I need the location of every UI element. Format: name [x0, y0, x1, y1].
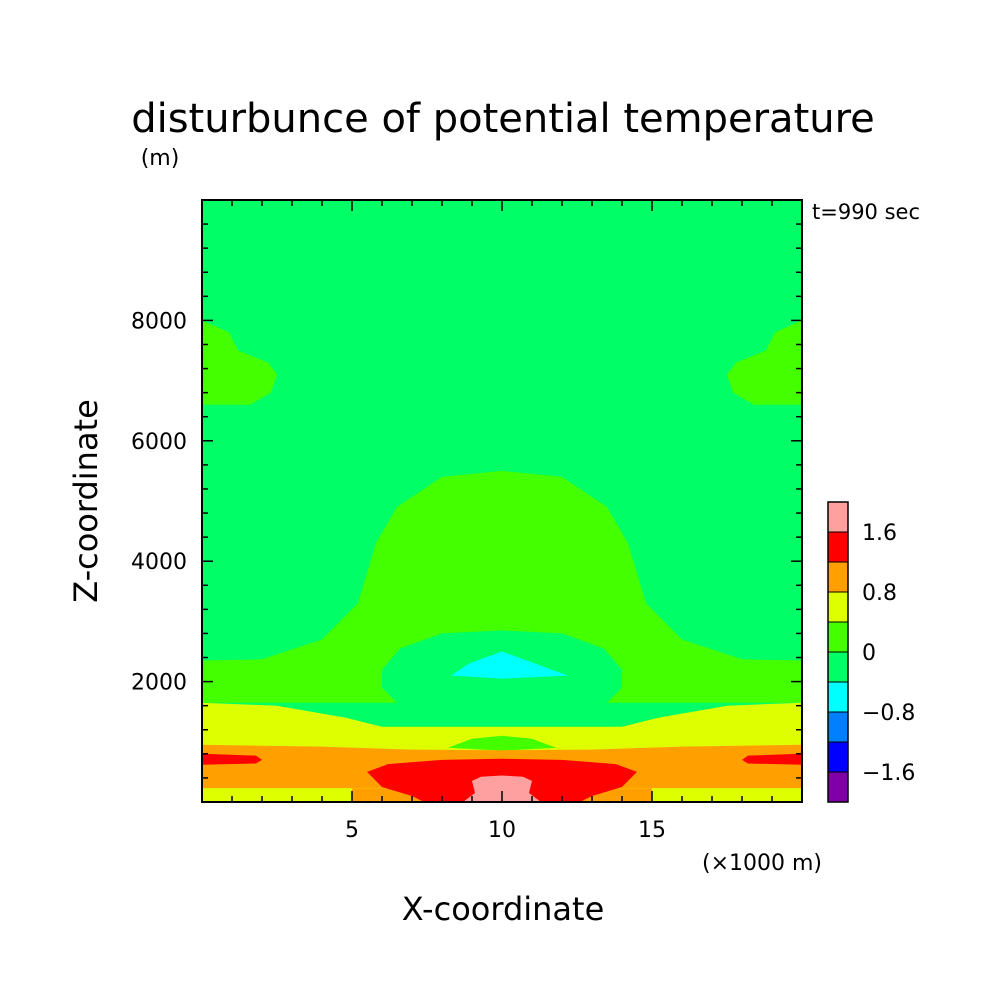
contour-region-level-8: [742, 753, 802, 765]
colorbar-box-2: [827, 711, 849, 743]
colorbar-label: 0: [862, 641, 876, 666]
axis-ticks: [202, 200, 802, 802]
x-tick-label: 10: [488, 818, 516, 843]
colorbar-label: 0.8: [862, 581, 897, 606]
contour-region-level-9: [463, 775, 541, 802]
colorbar-label: −1.6: [862, 761, 915, 786]
x-unit-label: (×1000 m): [702, 851, 822, 876]
colorbar-boxes: [827, 501, 849, 803]
colorbar-box-9: [827, 501, 849, 533]
y-tick-label: 4000: [131, 550, 187, 575]
colorbar-label: −0.8: [862, 701, 915, 726]
colorbar: 1.6 0.8 0 −0.8 −1.6: [827, 501, 915, 803]
y-tick-label: 8000: [131, 309, 187, 334]
x-axis-label: X-coordinate: [402, 890, 605, 928]
colorbar-label: 1.6: [862, 521, 897, 546]
x-tick-label: 15: [638, 818, 666, 843]
contour-region-level-5: [448, 735, 556, 751]
contour-region-level-5: [727, 320, 802, 405]
time-label: t=990 sec: [812, 200, 920, 224]
x-tick-label: 5: [345, 818, 359, 843]
colorbar-box-3: [827, 681, 849, 713]
contour-region-level-5: [202, 320, 277, 405]
contour-regions: [202, 320, 802, 802]
y-tick-label: 2000: [131, 671, 187, 696]
colorbar-box-7: [827, 561, 849, 593]
y-tick-labels: 2000 4000 6000 8000: [131, 309, 187, 695]
unit-label: (m): [141, 146, 180, 171]
chart-title: disturbunce of potential temperature: [131, 96, 875, 142]
plot-area: [201, 199, 803, 803]
contour-region-level-5: [202, 470, 802, 703]
colorbar-box-1: [827, 741, 849, 773]
colorbar-box-5: [827, 621, 849, 653]
colorbar-box-8: [827, 531, 849, 563]
y-tick-label: 6000: [131, 430, 187, 455]
x-tick-labels: 5 10 15: [345, 818, 666, 843]
contour-region-level-8: [202, 753, 262, 765]
contour-region-level-3: [451, 651, 568, 679]
colorbar-box-4: [827, 651, 849, 683]
y-axis-label: Z-coordinate: [67, 399, 105, 603]
colorbar-box-6: [827, 591, 849, 623]
colorbar-box-0: [827, 771, 849, 803]
colorbar-frame: [827, 501, 849, 803]
colorbar-labels: 1.6 0.8 0 −0.8 −1.6: [862, 521, 915, 786]
